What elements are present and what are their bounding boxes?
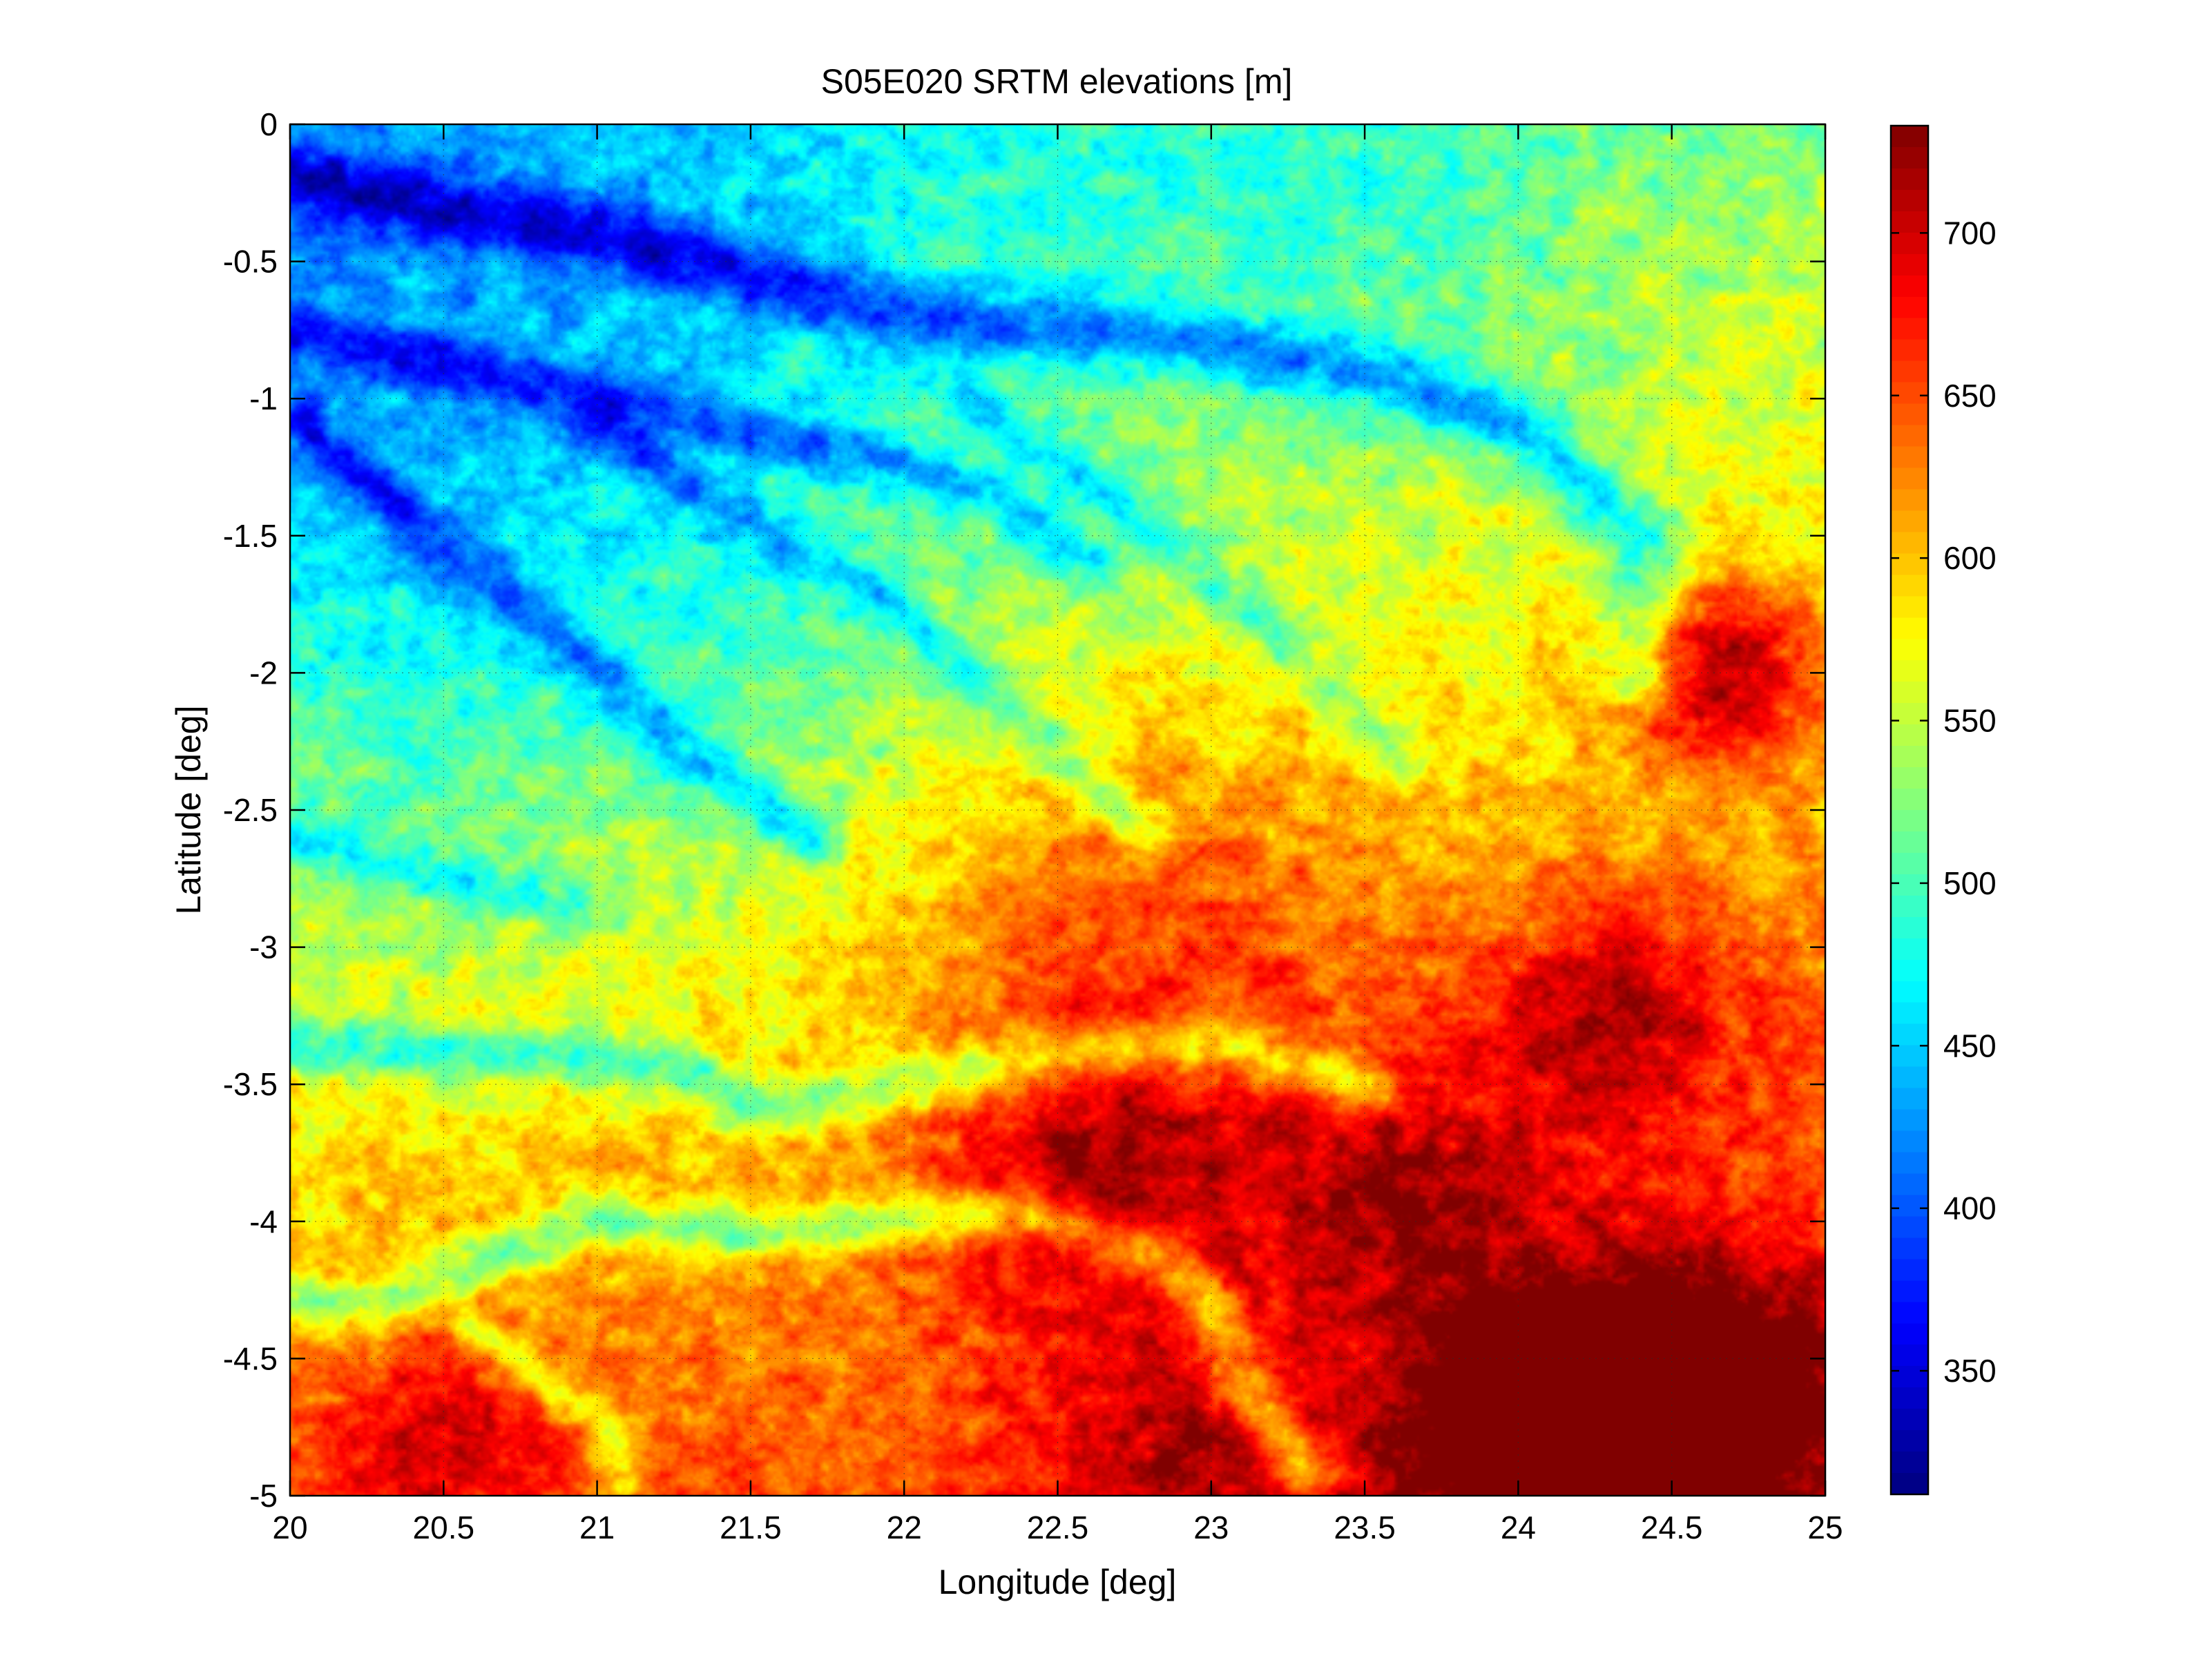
y-tick-label: -4 bbox=[249, 1204, 278, 1240]
y-tick-label: -0.5 bbox=[223, 244, 278, 280]
colorbar-tick-label: 400 bbox=[1943, 1191, 1997, 1226]
y-axis-ticks: 0 -0.5 -1 -1.5 -2 -2.5 -3 -3.5 -4 -4.5 -5 bbox=[223, 106, 1825, 1514]
plot-area: 20 20.5 21 21.5 22 22.5 23 23.5 24 24.5 25 0 -0.5 -1… bbox=[223, 106, 1843, 1545]
x-tick-label: 24.5 bbox=[1641, 1510, 1703, 1545]
x-axis-label: Longitude [deg] bbox=[939, 1563, 1177, 1601]
y-tick-label: -5 bbox=[249, 1478, 278, 1514]
colorbar-tick-label: 550 bbox=[1943, 703, 1997, 739]
colorbar-tick-label: 350 bbox=[1943, 1353, 1997, 1389]
y-tick-label: -2 bbox=[249, 655, 278, 691]
y-tick-label: 0 bbox=[260, 106, 278, 142]
colorbar: 350 400 450 500 550 600 650 700 bbox=[1889, 124, 1997, 1496]
x-tick-label: 22 bbox=[887, 1510, 922, 1545]
colorbar-tick-label: 500 bbox=[1943, 865, 1997, 901]
y-tick-label: -3.5 bbox=[223, 1066, 278, 1102]
x-tick-label: 23.5 bbox=[1334, 1510, 1396, 1545]
x-tick-label: 25 bbox=[1807, 1510, 1843, 1545]
colorbar-gradient bbox=[1891, 126, 1928, 1494]
y-tick-label: -3 bbox=[249, 929, 278, 965]
x-tick-label: 21 bbox=[579, 1510, 615, 1545]
y-tick-label: -1.5 bbox=[223, 518, 278, 554]
colorbar-ticks: 350 400 450 500 550 600 650 700 bbox=[1891, 215, 1997, 1389]
y-axis-label: Latitude [deg] bbox=[169, 705, 208, 914]
colorbar-tick-label: 600 bbox=[1943, 540, 1997, 576]
x-tick-label: 24 bbox=[1501, 1510, 1536, 1545]
colorbar-canvas bbox=[1891, 126, 1928, 1494]
colorbar-frame bbox=[1889, 124, 1930, 1496]
x-axis-ticks: 20 20.5 21 21.5 22 22.5 23 23.5 24 24.5 25 bbox=[272, 124, 1843, 1545]
chart-title: S05E020 SRTM elevations [m] bbox=[821, 62, 1293, 101]
grid-lines bbox=[290, 124, 1825, 1496]
x-tick-label: 22.5 bbox=[1027, 1510, 1089, 1545]
x-tick-label: 23 bbox=[1193, 1510, 1229, 1545]
y-tick-label: -1 bbox=[249, 380, 278, 416]
colorbar-tick-label: 700 bbox=[1943, 215, 1997, 251]
y-tick-label: -2.5 bbox=[223, 792, 278, 828]
colorbar-tick-label: 450 bbox=[1943, 1028, 1997, 1063]
x-tick-label: 20.5 bbox=[413, 1510, 475, 1545]
colorbar-tick-label: 650 bbox=[1943, 378, 1997, 414]
y-tick-label: -4.5 bbox=[223, 1340, 278, 1376]
x-tick-label: 21.5 bbox=[720, 1510, 782, 1545]
x-tick-label: 20 bbox=[272, 1510, 307, 1545]
